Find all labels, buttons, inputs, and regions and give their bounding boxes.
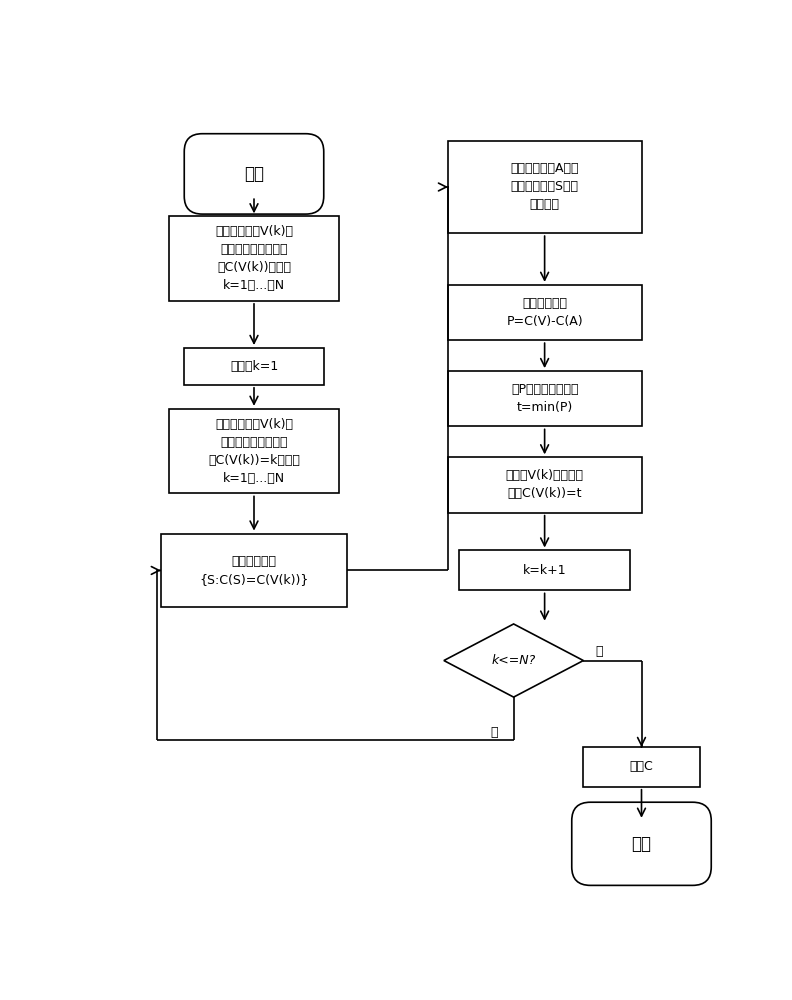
Text: 结束: 结束 <box>631 835 652 853</box>
Text: k=k+1: k=k+1 <box>523 564 566 577</box>
Text: 给定节点集合V(k)，
以及相对应的颜色集
合C(V(k))=k，其中
k=1，...，N: 给定节点集合V(k)， 以及相对应的颜色集 合C(V(k))=k，其中 k=1，… <box>208 418 300 485</box>
FancyBboxPatch shape <box>447 141 642 233</box>
Text: 否: 否 <box>595 645 603 658</box>
FancyBboxPatch shape <box>185 134 324 214</box>
Text: 是: 是 <box>490 726 498 739</box>
Polygon shape <box>444 624 584 697</box>
FancyBboxPatch shape <box>447 457 642 513</box>
FancyBboxPatch shape <box>447 371 642 426</box>
FancyBboxPatch shape <box>572 802 711 885</box>
Text: 确定节点集合A，其
中的节点均与S中的
节点相邻: 确定节点集合A，其 中的节点均与S中的 节点相邻 <box>510 162 579 211</box>
Text: 输出C: 输出C <box>630 760 653 773</box>
Text: 对节点V(k)赋予新颜
色：C(V(k))=t: 对节点V(k)赋予新颜 色：C(V(k))=t <box>505 469 584 500</box>
Text: 确定颜色子集
P=C(V)-C(A): 确定颜色子集 P=C(V)-C(A) <box>506 297 583 328</box>
FancyBboxPatch shape <box>161 534 347 607</box>
FancyBboxPatch shape <box>169 409 339 493</box>
Text: 给定节点集合V(k)，
以及相对应的颜色集
合C(V(k))，其中
k=1，...，N: 给定节点集合V(k)， 以及相对应的颜色集 合C(V(k))，其中 k=1，..… <box>215 225 293 292</box>
FancyBboxPatch shape <box>169 216 339 301</box>
FancyBboxPatch shape <box>459 550 630 590</box>
FancyBboxPatch shape <box>185 348 324 385</box>
Text: 开始: 开始 <box>244 165 264 183</box>
FancyBboxPatch shape <box>447 285 642 340</box>
Text: 初始化k=1: 初始化k=1 <box>230 360 278 373</box>
Text: k<=N?: k<=N? <box>492 654 535 667</box>
FancyBboxPatch shape <box>584 747 699 787</box>
Text: 在P中选择一种颜色
t=min(P): 在P中选择一种颜色 t=min(P) <box>511 383 578 414</box>
Text: 确定节点集合
{S:C(S)=C(V(k))}: 确定节点集合 {S:C(S)=C(V(k))} <box>200 555 309 586</box>
